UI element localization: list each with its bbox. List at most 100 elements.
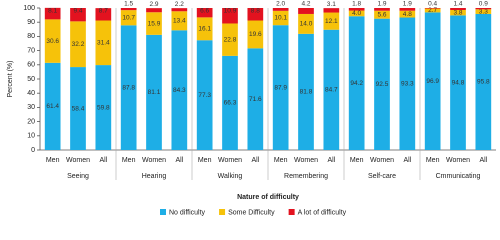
bar-segment — [348, 10, 365, 17]
legend-swatch — [219, 209, 226, 215]
x-tick-label: Men — [46, 157, 60, 164]
bar-segment — [247, 8, 264, 21]
bar-segment — [323, 8, 340, 13]
x-tick-label: All — [251, 157, 259, 164]
bar-segment — [450, 9, 466, 16]
value-label: 5.6 — [377, 11, 386, 18]
bar-segment — [298, 13, 314, 34]
bar-segment — [424, 8, 441, 13]
value-label: 96.9 — [426, 78, 439, 85]
value-label: 84.7 — [325, 87, 338, 94]
x-tick-label: All — [479, 157, 487, 164]
bar-segment — [247, 48, 264, 150]
value-label: 32.2 — [72, 41, 85, 48]
value-label: 1.9 — [377, 1, 386, 8]
x-tick-label: Men — [274, 157, 288, 164]
value-label: 14.0 — [300, 21, 313, 28]
bar-segment — [298, 8, 314, 14]
value-label: 77.3 — [198, 92, 211, 99]
value-label: 15.9 — [148, 20, 161, 27]
bar-segment — [196, 40, 213, 150]
value-label: 2.2 — [175, 1, 184, 8]
bar-segment — [95, 20, 112, 66]
value-label: 92.5 — [376, 81, 389, 88]
y-tick-label: 90 — [27, 19, 35, 26]
bar-segment — [70, 21, 86, 68]
y-tick-label: 70 — [27, 47, 35, 54]
x-tick-label: Men — [122, 157, 136, 164]
x-tick-label: Men — [198, 157, 212, 164]
bar-segment — [44, 7, 61, 20]
value-label: 95.8 — [477, 79, 490, 86]
bar-segment — [120, 25, 137, 151]
bar-segment — [323, 12, 340, 30]
x-tick-label: Women — [370, 157, 394, 164]
bar-segment — [146, 34, 162, 151]
value-label: 8.8 — [251, 8, 260, 15]
legend-label: No difficulty — [169, 209, 206, 216]
bar-segment — [95, 8, 112, 21]
bar-segment — [146, 12, 162, 35]
bar-segment — [222, 55, 238, 150]
group-label: Remembering — [284, 173, 328, 180]
bar-segment — [399, 10, 416, 18]
bar-segment — [399, 17, 416, 150]
x-tick-label: Women — [446, 157, 470, 164]
value-label: 13.4 — [173, 17, 186, 24]
bar-segment — [450, 15, 466, 150]
x-tick-label: Women — [66, 157, 90, 164]
bar-segment — [146, 8, 162, 13]
value-label: 1.5 — [124, 1, 133, 8]
bar-segment — [120, 10, 137, 26]
y-tick-label: 60 — [27, 62, 35, 69]
bar-segment — [222, 8, 238, 24]
bar-segment — [272, 8, 289, 11]
bar-segment — [374, 8, 390, 11]
y-tick-label: 20 — [27, 118, 35, 125]
x-tick-label: Women — [142, 157, 166, 164]
y-tick-label: 50 — [27, 76, 35, 83]
bar-segment — [374, 10, 390, 19]
x-axis-title: Nature of difficulty — [237, 194, 299, 201]
bar-segment — [196, 17, 213, 41]
value-label: 10.1 — [274, 15, 287, 22]
group-label: Cmmunicating — [436, 173, 481, 180]
y-tick-label: 30 — [27, 104, 35, 111]
value-label: 22.8 — [224, 36, 237, 43]
bar-segment — [424, 12, 441, 151]
bar-segment — [44, 62, 61, 151]
x-tick-label: Men — [350, 157, 364, 164]
value-label: 9.4 — [73, 8, 82, 15]
value-label: 71.6 — [249, 96, 262, 103]
x-tick-label: All — [99, 157, 107, 164]
x-tick-label: Men — [426, 157, 440, 164]
value-label: 3.1 — [327, 1, 336, 8]
value-label: 87.8 — [122, 84, 135, 91]
value-label: 8.1 — [48, 8, 57, 15]
bar-segment — [298, 33, 314, 150]
value-label: 94.8 — [452, 79, 465, 86]
bar-segment — [475, 9, 492, 14]
value-label: 87.9 — [274, 84, 287, 91]
value-label: 93.3 — [401, 80, 414, 87]
y-tick-label: 80 — [27, 33, 35, 40]
value-label: 2.7 — [428, 7, 437, 14]
value-label: 16.1 — [198, 26, 211, 33]
group-label: Seeing — [67, 173, 89, 180]
bar-segment — [272, 25, 289, 150]
bar-segment — [450, 8, 466, 10]
bar-segment — [171, 11, 188, 31]
value-label: 58.4 — [72, 105, 85, 112]
x-tick-label: Women — [294, 157, 318, 164]
value-label: 94.2 — [350, 80, 363, 87]
value-label: 0.9 — [479, 1, 488, 8]
value-label: 81.1 — [148, 89, 161, 96]
bar-segment — [348, 8, 365, 11]
bar-segment — [247, 20, 264, 49]
x-tick-label: All — [327, 157, 335, 164]
value-label: 1.4 — [453, 1, 462, 8]
bar-segment — [171, 8, 188, 12]
x-tick-label: All — [175, 157, 183, 164]
group-label: Walking — [218, 173, 243, 180]
value-label: 3.8 — [453, 9, 462, 16]
